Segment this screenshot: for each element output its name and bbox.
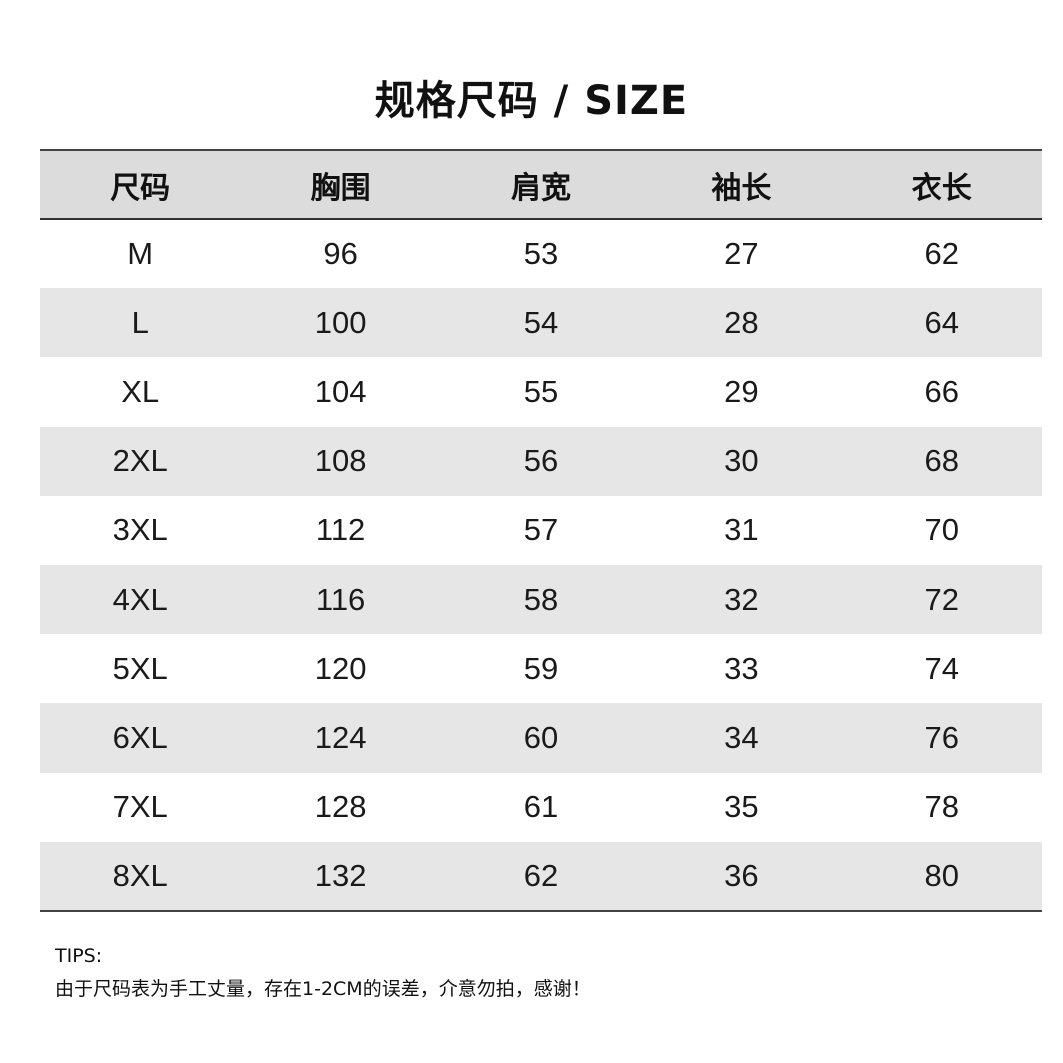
table-cell: 124 (314, 719, 367, 755)
table-cell: 116 (315, 581, 366, 617)
table-cell: 66 (924, 373, 960, 409)
table-cell: 28 (724, 304, 759, 340)
table-cell: 96 (323, 236, 358, 272)
page-title: 规格尺码 / SIZE (374, 78, 689, 124)
table-cell: 58 (523, 581, 559, 617)
table-cell: 6XL (112, 719, 168, 755)
column-header: 胸围 (310, 170, 371, 206)
table-cell: 29 (724, 373, 759, 409)
table-row: 2XL 108 56 30 68 (40, 426, 1042, 496)
table-cell: 80 (924, 857, 960, 893)
table-cell: 104 (314, 373, 367, 409)
table-cell: 54 (523, 304, 559, 340)
table-row: 7XL 128 61 35 78 (40, 773, 1042, 842)
table-row: L 100 54 28 64 (40, 288, 1042, 358)
table-cell: 128 (314, 789, 367, 825)
table-cell: L (131, 304, 149, 340)
column-header: 衣长 (911, 170, 972, 206)
table-cell: 30 (724, 443, 759, 479)
table-cell: 76 (924, 719, 960, 755)
size-table: 尺码 胸围 肩宽 袖长 衣长 M 96 53 27 62 L 100 54 28 64 XL 104 55 29 6… (40, 149, 1042, 912)
table-cell: 112 (315, 512, 366, 548)
table-cell: 100 (314, 304, 367, 340)
table-cell: M (127, 236, 154, 272)
table-cell: 55 (523, 373, 559, 409)
table-row: 5XL 120 59 33 74 (40, 634, 1042, 703)
table-cell: 132 (314, 857, 367, 893)
table-cell: 62 (523, 857, 559, 893)
tips: TIPS: 由于尺码表为手工丈量，存在1-2CM的误差，介意勿拍，感谢！ (55, 940, 591, 1006)
table-cell: 27 (724, 236, 759, 272)
table-row: M 96 53 27 62 (40, 219, 1042, 288)
table-cell: 57 (523, 512, 559, 548)
table-cell: 35 (724, 789, 759, 825)
table-cell: 60 (523, 719, 559, 755)
table-row: XL 104 55 29 66 (40, 357, 1042, 426)
table-cell: 56 (523, 443, 559, 479)
table-cell: 64 (924, 304, 960, 340)
table-body: M 96 53 27 62 L 100 54 28 64 XL 104 55 29 66 2XL 108 56 30… (40, 219, 1042, 911)
table-cell: 72 (924, 581, 960, 617)
table-header-row: 尺码 胸围 肩宽 袖长 衣长 (40, 150, 1042, 219)
tips-text: 由于尺码表为手工丈量，存在1-2CM的误差，介意勿拍，感谢！ (55, 978, 591, 1000)
table-cell: 2XL (112, 443, 168, 479)
table-cell: 33 (724, 650, 759, 686)
table-cell: 4XL (112, 581, 168, 617)
table-cell: 62 (924, 236, 960, 272)
table-row: 4XL 116 58 32 72 (40, 564, 1042, 635)
table-row: 8XL 132 62 36 80 (40, 841, 1042, 911)
table-cell: 7XL (112, 789, 168, 825)
table-cell: 70 (924, 512, 960, 548)
column-header: 袖长 (711, 170, 772, 206)
table-cell: 34 (724, 719, 759, 755)
table-cell: 108 (314, 443, 367, 479)
table-cell: 68 (924, 443, 960, 479)
table-row: 6XL 124 60 34 76 (40, 703, 1042, 773)
column-header: 尺码 (110, 170, 171, 206)
table-cell: 5XL (112, 650, 168, 686)
table-cell: 8XL (112, 857, 168, 893)
table-row: 3XL 112 57 31 70 (40, 496, 1042, 565)
table-cell: 3XL (112, 512, 168, 548)
column-header: 肩宽 (510, 170, 571, 206)
table-cell: 74 (924, 650, 960, 686)
table-cell: 31 (724, 512, 759, 548)
table-cell: 78 (924, 789, 960, 825)
table-cell: 61 (523, 789, 559, 825)
tips-label: TIPS: (55, 945, 103, 967)
table-cell: 36 (724, 857, 759, 893)
table-cell: XL (121, 373, 160, 409)
table-cell: 32 (724, 581, 759, 617)
table-cell: 120 (314, 650, 367, 686)
table-cell: 59 (523, 650, 559, 686)
table-cell: 53 (523, 236, 559, 272)
